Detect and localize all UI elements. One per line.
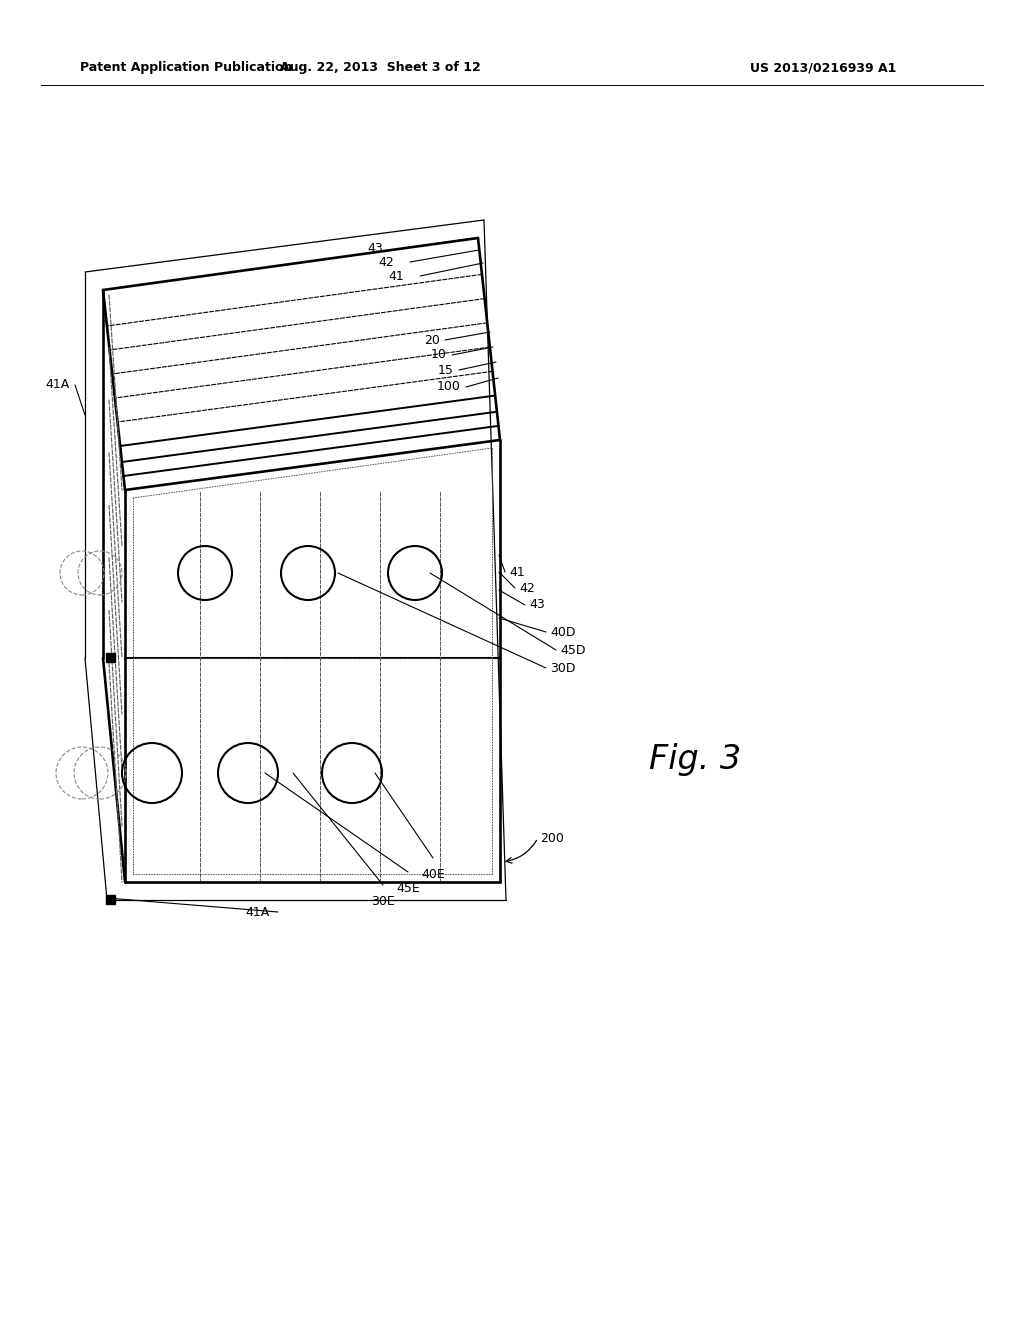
Text: 30E: 30E — [371, 895, 395, 908]
Text: 20: 20 — [424, 334, 440, 346]
Text: 40E: 40E — [421, 869, 444, 880]
Text: 41A: 41A — [45, 379, 70, 392]
Bar — [106, 895, 115, 904]
Text: 43: 43 — [529, 598, 545, 611]
Text: 42: 42 — [378, 256, 394, 268]
Text: Patent Application Publication: Patent Application Publication — [80, 62, 293, 74]
Text: 30D: 30D — [550, 661, 575, 675]
Text: 100: 100 — [437, 380, 461, 393]
Text: 45D: 45D — [560, 644, 586, 656]
Text: 10: 10 — [431, 348, 447, 362]
Text: 42: 42 — [519, 582, 535, 594]
Text: 45E: 45E — [396, 882, 420, 895]
Bar — [106, 653, 115, 663]
Text: 41: 41 — [388, 269, 404, 282]
Text: 41: 41 — [509, 565, 524, 578]
Text: 40D: 40D — [550, 626, 575, 639]
Text: 41A: 41A — [246, 906, 270, 919]
Text: US 2013/0216939 A1: US 2013/0216939 A1 — [750, 62, 896, 74]
Text: 43: 43 — [368, 243, 383, 256]
Text: 200: 200 — [540, 832, 564, 845]
Text: Aug. 22, 2013  Sheet 3 of 12: Aug. 22, 2013 Sheet 3 of 12 — [280, 62, 480, 74]
Text: 15: 15 — [438, 363, 454, 376]
Text: Fig. 3: Fig. 3 — [649, 743, 741, 776]
